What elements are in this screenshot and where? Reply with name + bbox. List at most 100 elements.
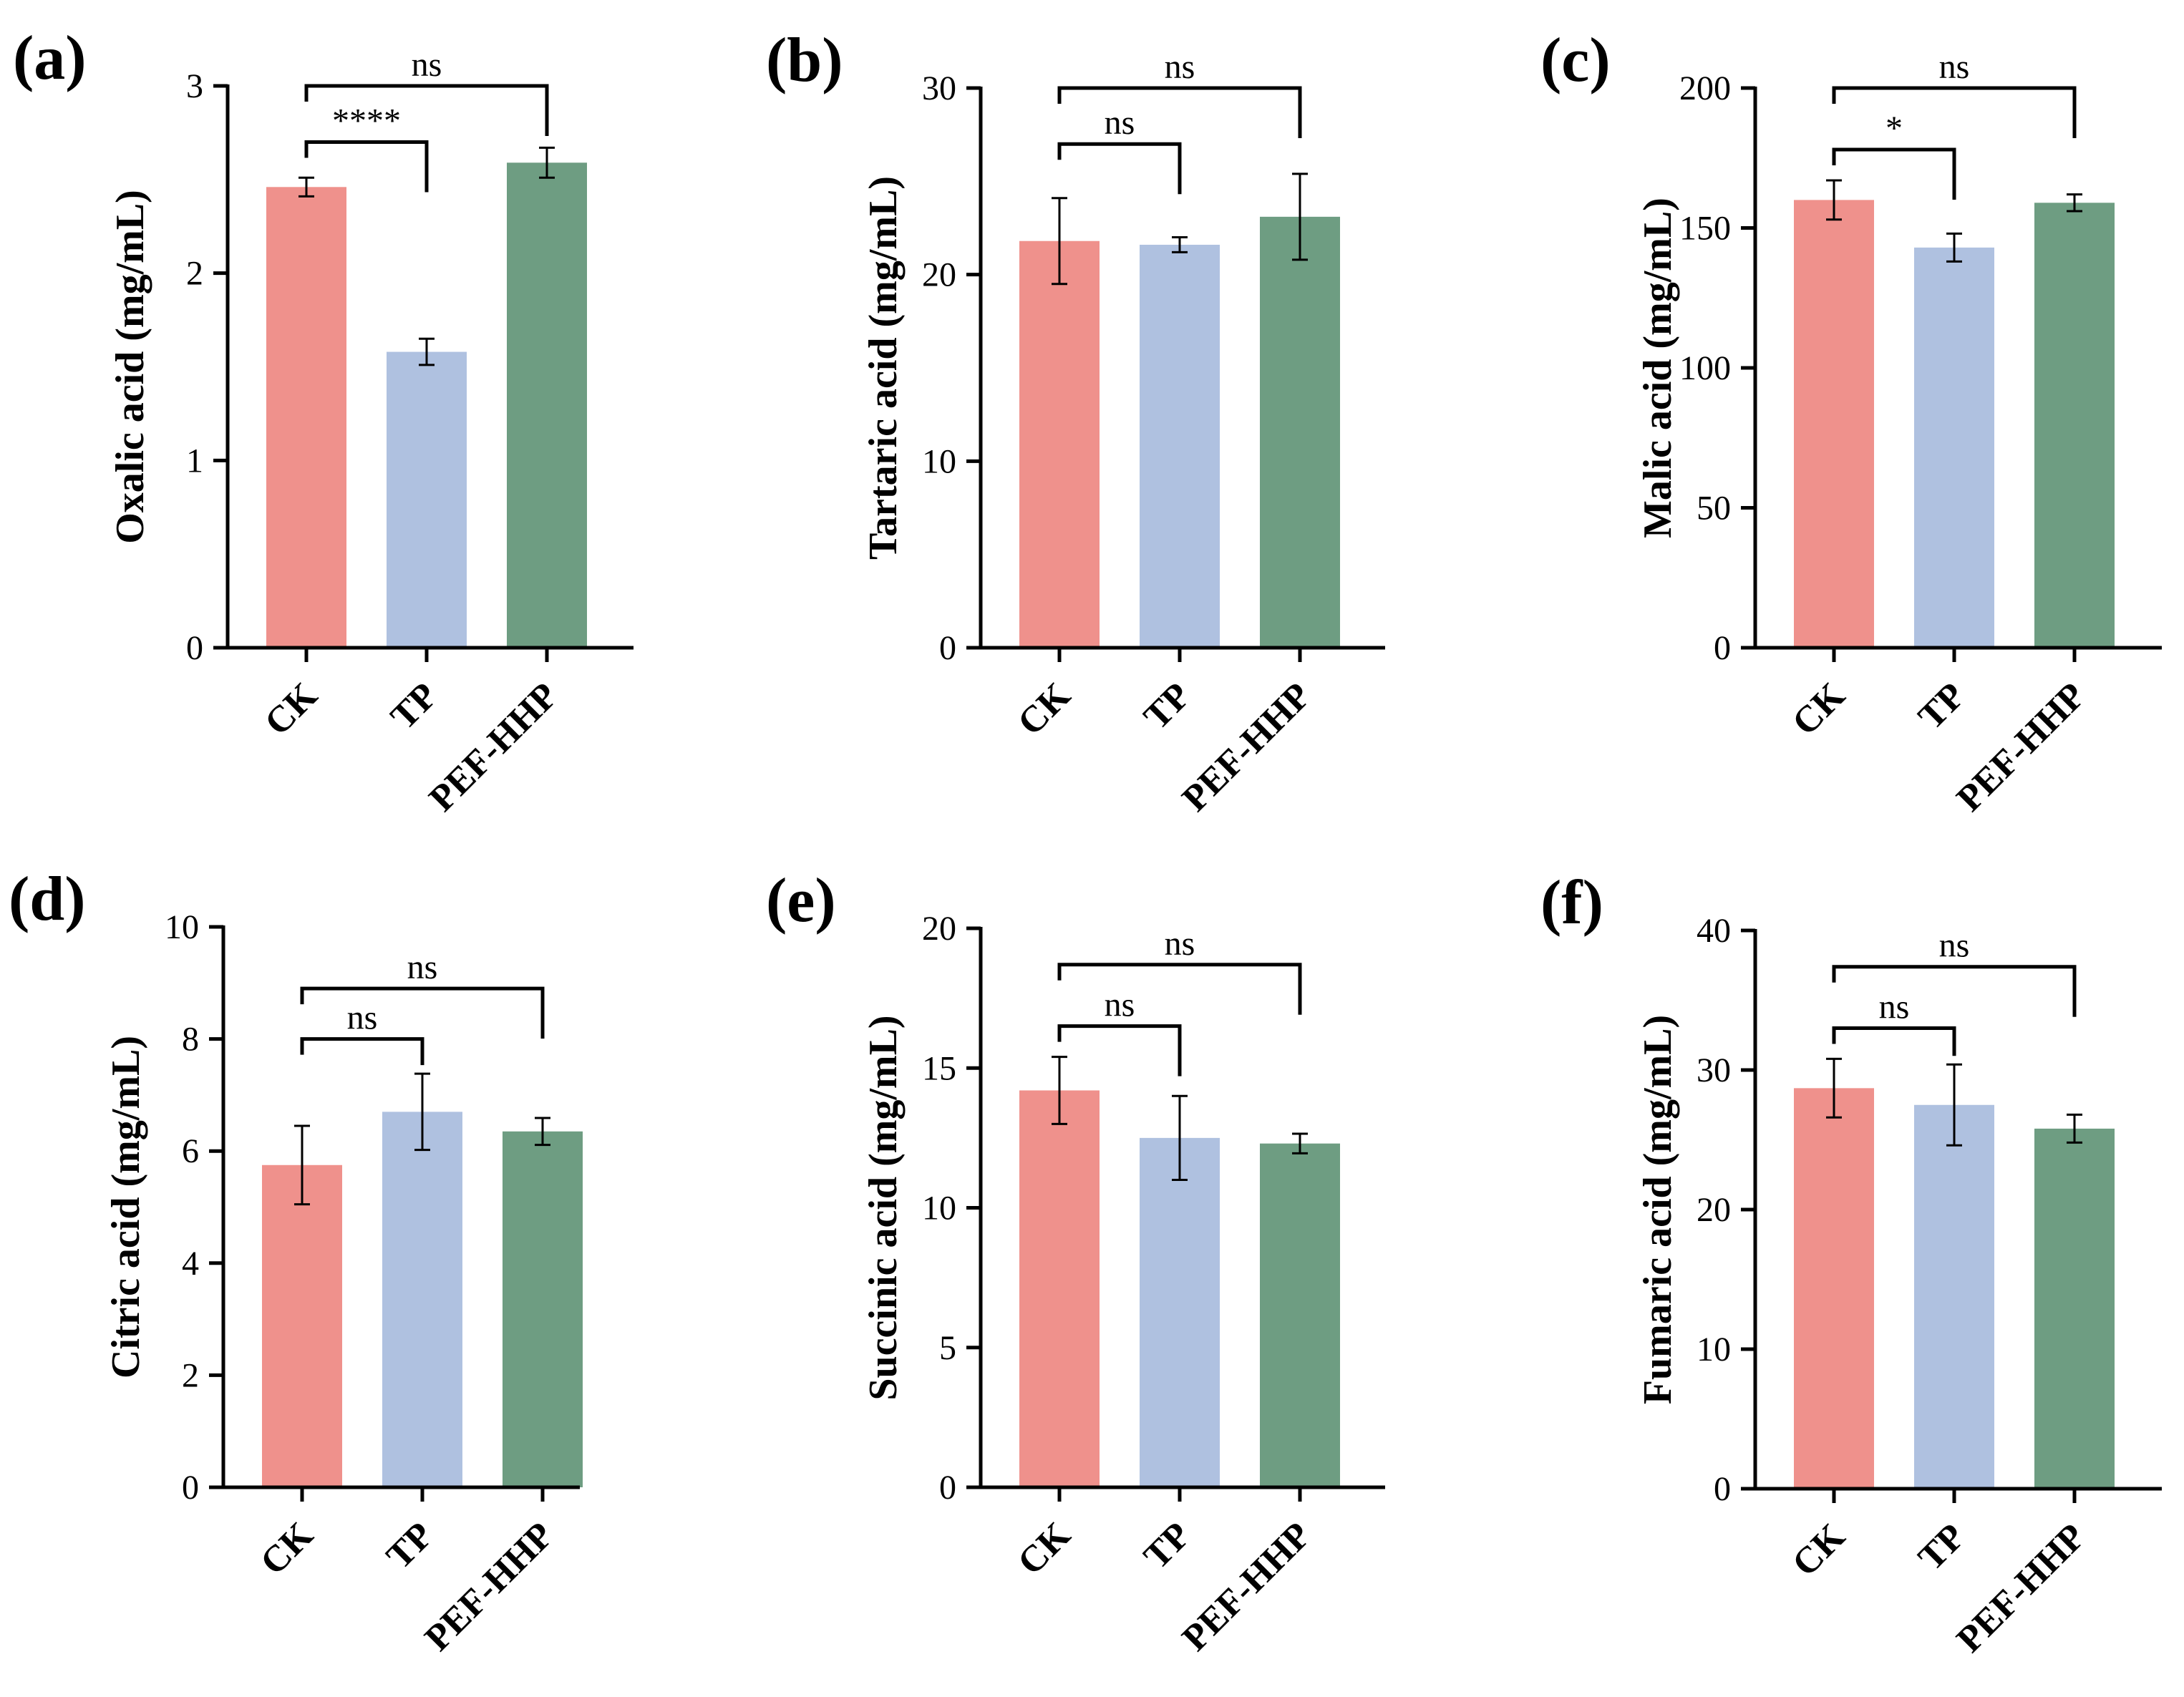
significance-bracket — [300, 1037, 424, 1066]
error-bar-pef-hhp — [1292, 172, 1308, 261]
significance-bracket — [1832, 86, 2077, 138]
y-tick-label: 10 — [165, 908, 199, 946]
significance-label: ns — [412, 46, 442, 84]
panel-label: (a) — [13, 24, 87, 93]
y-tick-label: 8 — [182, 1021, 199, 1059]
y-axis-title: Tartaric acid (mg/mL) — [861, 176, 906, 560]
bar-tp — [1140, 1137, 1220, 1487]
bar-tp — [387, 351, 467, 648]
significance-bracket — [1832, 965, 2077, 1017]
y-tick-label: 20 — [922, 256, 956, 294]
y-tick-label: 6 — [182, 1132, 199, 1170]
panel-label: (c) — [1540, 26, 1611, 95]
bar-ck — [262, 1164, 342, 1487]
y-tick-label: 15 — [922, 1049, 956, 1087]
significance-label: **** — [332, 102, 401, 140]
significance-label: ns — [1165, 48, 1195, 86]
bar-ck — [1794, 1088, 1874, 1489]
y-tick-label: 200 — [1679, 69, 1731, 107]
y-tick-label: 150 — [1679, 210, 1731, 248]
panel-label: (e) — [766, 866, 836, 935]
y-tick-label: 2 — [182, 1356, 199, 1394]
panel-label: (d) — [9, 865, 86, 934]
bar-ck — [1794, 200, 1874, 648]
y-tick-label: 100 — [1679, 349, 1731, 387]
y-tick-label: 40 — [1697, 912, 1731, 950]
y-axis-title: Succinic acid (mg/mL) — [861, 1015, 906, 1400]
significance-label: ns — [347, 999, 378, 1037]
bar-tp — [1914, 247, 1994, 648]
error-bar-tp — [419, 337, 435, 366]
y-tick-label: 0 — [182, 1469, 199, 1507]
y-tick-label: 0 — [1714, 629, 1731, 667]
bar-pef-hhp — [1260, 1143, 1340, 1487]
y-tick-label: 3 — [186, 67, 203, 105]
bar-pef-hhp — [2034, 203, 2115, 648]
bar-tp — [1140, 244, 1220, 648]
error-bar-tp — [1946, 232, 1962, 263]
significance-bracket — [1832, 1026, 1956, 1056]
y-tick-label: 30 — [1697, 1051, 1731, 1089]
significance-label: * — [1885, 110, 1903, 147]
significance-bracket — [1832, 147, 1956, 200]
bar-pef-hhp — [1260, 216, 1340, 648]
y-tick-label: 0 — [939, 629, 956, 667]
significance-bracket — [1057, 963, 1302, 1015]
significance-label: ns — [1939, 48, 1970, 86]
y-tick-label: 5 — [939, 1329, 956, 1367]
significance-label: ns — [1105, 986, 1135, 1024]
y-axis-title: Oxalic acid (mg/mL) — [108, 190, 152, 544]
error-bar-ck — [1052, 197, 1067, 286]
error-bar-pef-hhp — [535, 1117, 550, 1147]
error-bar-ck — [1826, 179, 1842, 221]
y-axis-title: Fumaric acid (mg/mL) — [1636, 1015, 1680, 1404]
error-bar-pef-hhp — [2067, 1113, 2082, 1144]
bar-pef-hhp — [503, 1131, 583, 1487]
panel-label: (b) — [766, 26, 843, 95]
significance-label: ns — [1939, 927, 1970, 965]
bar-pef-hhp — [2034, 1128, 2115, 1489]
bar-ck — [1019, 1090, 1100, 1487]
error-bar-tp — [1172, 1094, 1188, 1181]
panel-label: (f) — [1540, 868, 1603, 938]
error-bar-tp — [1172, 236, 1188, 253]
y-tick-label: 4 — [182, 1245, 199, 1283]
y-tick-label: 10 — [922, 1190, 956, 1227]
significance-label: ns — [1105, 104, 1135, 142]
significance-label: ns — [1165, 925, 1195, 963]
error-bar-pef-hhp — [2067, 193, 2082, 213]
significance-bracket — [304, 84, 549, 136]
significance-bracket — [1057, 86, 1302, 138]
bar-ck — [1019, 240, 1100, 648]
y-tick-label: 10 — [1697, 1331, 1731, 1368]
error-bar-ck — [1052, 1056, 1067, 1125]
y-tick-label: 20 — [922, 910, 956, 948]
error-bar-ck — [299, 176, 314, 198]
y-axis-title: Malic acid (mg/mL) — [1636, 198, 1680, 538]
bar-pef-hhp — [507, 162, 587, 648]
y-axis-title: Citric acid (mg/mL) — [104, 1036, 148, 1378]
y-tick-label: 0 — [186, 629, 203, 667]
significance-label: ns — [1879, 988, 1910, 1026]
y-tick-label: 0 — [1714, 1470, 1731, 1508]
significance-label: ns — [407, 948, 438, 986]
significance-bracket — [300, 986, 545, 1039]
significance-bracket — [1057, 142, 1182, 195]
bar-tp — [382, 1112, 462, 1487]
y-tick-label: 1 — [186, 442, 203, 480]
error-bar-tp — [414, 1072, 430, 1152]
y-tick-label: 0 — [939, 1469, 956, 1507]
y-tick-label: 2 — [186, 255, 203, 293]
bar-tp — [1914, 1104, 1994, 1489]
error-bar-ck — [1826, 1057, 1842, 1119]
error-bar-pef-hhp — [539, 146, 555, 179]
error-bar-tp — [1946, 1063, 1962, 1147]
significance-bracket — [1057, 1024, 1182, 1076]
error-bar-pef-hhp — [1292, 1132, 1308, 1154]
significance-bracket — [304, 140, 429, 193]
error-bar-ck — [294, 1124, 310, 1206]
bar-ck — [266, 187, 346, 648]
